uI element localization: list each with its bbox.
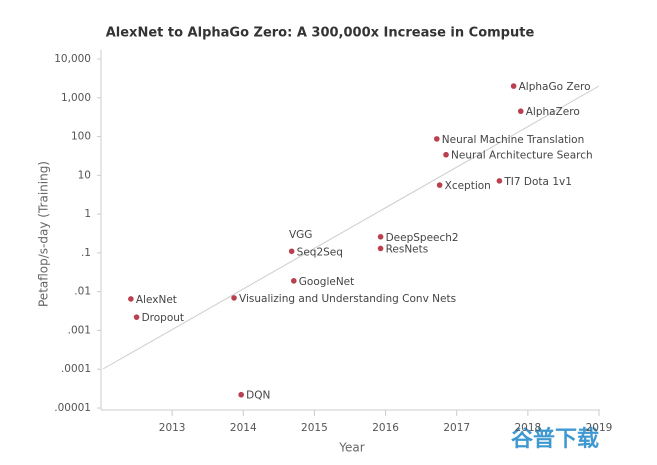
point-label: Dropout	[142, 312, 184, 324]
y-tick-label: 1,000	[61, 92, 91, 104]
y-tick-label: .1	[81, 247, 91, 259]
point	[510, 83, 517, 89]
x-tick-label: 2017	[443, 422, 470, 434]
point	[290, 278, 297, 284]
point-label: VGG	[289, 229, 312, 241]
point-label: AlexNet	[136, 294, 177, 306]
point	[128, 296, 134, 302]
x-tick-label: 2019	[586, 422, 613, 434]
x-tick-label: 2014	[230, 422, 257, 434]
point-label: DeepSpeech2	[386, 232, 459, 244]
y-axis-label: Petaflop/s-day (Training)	[37, 161, 51, 307]
point-label: Neural Architecture Search	[451, 150, 593, 162]
point	[517, 108, 524, 115]
point-label: TI7 Dota 1v1	[503, 176, 572, 188]
point	[443, 151, 449, 158]
x-tick-label: 2015	[301, 422, 328, 434]
point	[377, 245, 384, 252]
y-tick-label: 1	[84, 208, 91, 220]
point-label: Neural Machine Translation	[442, 134, 584, 146]
point-label: AlphaZero	[526, 106, 580, 118]
point	[238, 391, 244, 398]
point	[377, 233, 384, 240]
point-label: DQN	[246, 390, 270, 402]
y-tick-label: .01	[74, 286, 91, 298]
y-tick-label: .00001	[54, 402, 91, 414]
y-tick-label: .0001	[61, 363, 91, 375]
x-axis-label: Year	[338, 441, 364, 455]
chart-title: AlexNet to AlphaGo Zero: A 300,000x Incr…	[106, 26, 535, 41]
y-tick-label: 100	[71, 131, 91, 143]
point-label: AlphaGo Zero	[519, 81, 591, 93]
y-tick-label: 10,000	[54, 53, 91, 65]
x-tick-label: 2018	[514, 422, 541, 434]
point	[288, 248, 295, 255]
point-label: ResNets	[386, 243, 429, 255]
x-tick-label: 2016	[372, 422, 399, 434]
trend-line	[102, 85, 600, 370]
watermark: 谷普下载	[511, 426, 599, 452]
point-label: Xception	[445, 180, 491, 192]
point-label: Visualizing and Understanding Conv Nets	[239, 293, 456, 305]
point	[231, 295, 237, 301]
x-tick-label: 2013	[159, 422, 186, 434]
point	[133, 314, 140, 320]
point-label: GoogleNet	[299, 276, 354, 288]
point	[496, 178, 503, 184]
point	[433, 136, 440, 142]
point	[436, 182, 443, 188]
y-tick-label: 10	[78, 169, 91, 181]
point-label: Seq2Seq	[297, 246, 343, 258]
y-tick-label: .001	[68, 324, 91, 336]
